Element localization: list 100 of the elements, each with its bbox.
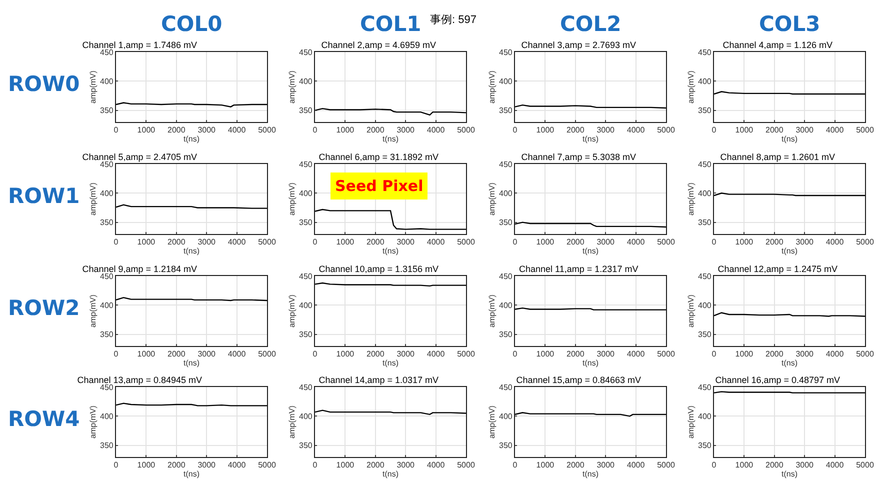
y-tick-label: 350 [698,218,712,227]
y-tick-label: 450 [698,160,712,169]
x-tick-label: 2000 [366,126,386,135]
y-tick-label: 400 [299,412,314,422]
x-tick-label: 1000 [735,126,754,135]
x-tick-label: 0 [712,460,717,470]
y-tick-label: 400 [698,76,712,86]
x-tick-label: 2000 [566,237,584,246]
y-axis-title: amp(mV) [487,182,496,216]
y-tick-label: 450 [299,383,314,392]
x-tick-label: 0 [114,460,119,470]
y-tick-label: 450 [698,271,712,280]
x-tick-label: 3000 [596,126,615,135]
x-tick-label: 3000 [396,126,416,135]
y-tick-label: 450 [498,160,512,169]
x-tick-label: 5000 [656,126,675,135]
line-series [315,108,466,116]
y-axis-title: amp(mV) [487,294,496,327]
x-tick-label: 3000 [198,237,216,246]
x-axis-title: t(ns) [781,470,798,479]
text: ROW2 [8,296,80,320]
x-axis-title: t(ns) [582,134,598,144]
x-tick-label: 0 [512,126,518,135]
x-axis-title: t(ns) [184,246,200,256]
text: COL3 [758,12,820,36]
x-tick-label: 2000 [765,237,784,246]
chart-title: Channel 8,amp = 1.2601 mV [720,152,835,162]
y-axis-title: amp(mV) [288,182,297,216]
y-tick-label: 350 [498,441,512,450]
x-tick-label: 5000 [258,237,276,246]
y-tick-label: 350 [498,106,512,116]
x-tick-label: 1000 [137,237,156,246]
y-tick-label: 350 [100,441,114,450]
x-tick-label: 1000 [735,460,754,470]
x-tick-label: 2000 [765,126,784,135]
x-tick-label: 4000 [427,237,446,246]
x-tick-label: 0 [114,126,119,135]
y-tick-label: 400 [299,300,314,310]
x-tick-label: 4000 [228,126,246,135]
y-tick-label: 450 [299,48,314,57]
x-tick-label: 3000 [596,460,615,470]
x-tick-label: 4000 [427,460,446,470]
text: ROW0 [8,72,80,96]
y-tick-label: 400 [100,76,114,86]
x-tick-label: 2000 [168,237,186,246]
x-tick-label: 4000 [427,126,446,135]
x-tick-label: 0 [712,349,717,358]
y-axis-title: amp(mV) [288,405,297,439]
line-series [315,208,466,230]
chart-title: Channel 9,amp = 1.2184 mV [82,264,198,274]
x-tick-label: 0 [512,237,518,246]
x-axis-title: t(ns) [382,246,400,256]
y-tick-label: 350 [698,330,712,339]
x-tick-label: 0 [114,349,119,358]
y-tick-label: 450 [100,48,114,57]
x-axis-title: t(ns) [184,134,200,144]
x-tick-label: 3000 [198,349,216,358]
x-tick-label: 1000 [536,237,554,246]
x-tick-label: 1000 [336,460,355,470]
x-axis-title: t(ns) [582,470,598,479]
chart-title: Channel 6,amp = 31.1892 mV [318,152,439,162]
x-tick-label: 2000 [566,126,584,135]
chart-title: Channel 15,amp = 0.84663 mV [516,375,641,386]
x-tick-label: 5000 [258,460,276,470]
x-tick-label: 3000 [396,349,416,358]
chart-title: Channel 14,amp = 1.0317 mV [318,375,439,386]
x-tick-label: 5000 [856,237,874,246]
y-tick-label: 350 [498,330,512,339]
y-tick-label: 350 [698,441,712,450]
y-axis-title: amp(mV) [88,182,98,216]
y-tick-label: 450 [698,383,712,392]
x-tick-label: 0 [313,349,318,358]
x-tick-label: 4000 [826,460,844,470]
y-tick-label: 350 [100,106,114,116]
x-tick-label: 2000 [366,460,386,470]
y-tick-label: 450 [100,383,114,392]
x-tick-label: 4000 [826,237,844,246]
y-tick-label: 350 [299,218,314,227]
x-tick-label: 5000 [856,126,874,135]
x-tick-label: 4000 [228,237,246,246]
x-tick-label: 1000 [735,237,754,246]
y-tick-label: 400 [100,300,114,310]
x-tick-label: 2000 [168,126,186,135]
x-tick-label: 1000 [137,126,156,135]
x-tick-label: 4000 [427,349,446,358]
text: COL1 [360,12,422,36]
x-tick-label: 3000 [795,349,814,358]
x-tick-label: 3000 [596,237,615,246]
chart-title: Channel 5,amp = 2.4705 mV [82,152,198,162]
x-tick-label: 3000 [198,460,216,470]
y-tick-label: 350 [100,218,114,227]
y-axis-title: amp(mV) [288,294,297,327]
x-tick-label: 1000 [336,349,355,358]
y-tick-label: 350 [299,330,314,339]
y-tick-label: 400 [498,188,512,198]
x-tick-label: 5000 [656,460,675,470]
x-tick-label: 4000 [826,349,844,358]
x-tick-label: 2000 [566,460,584,470]
y-tick-label: 350 [299,106,314,116]
x-tick-label: 3000 [596,349,615,358]
